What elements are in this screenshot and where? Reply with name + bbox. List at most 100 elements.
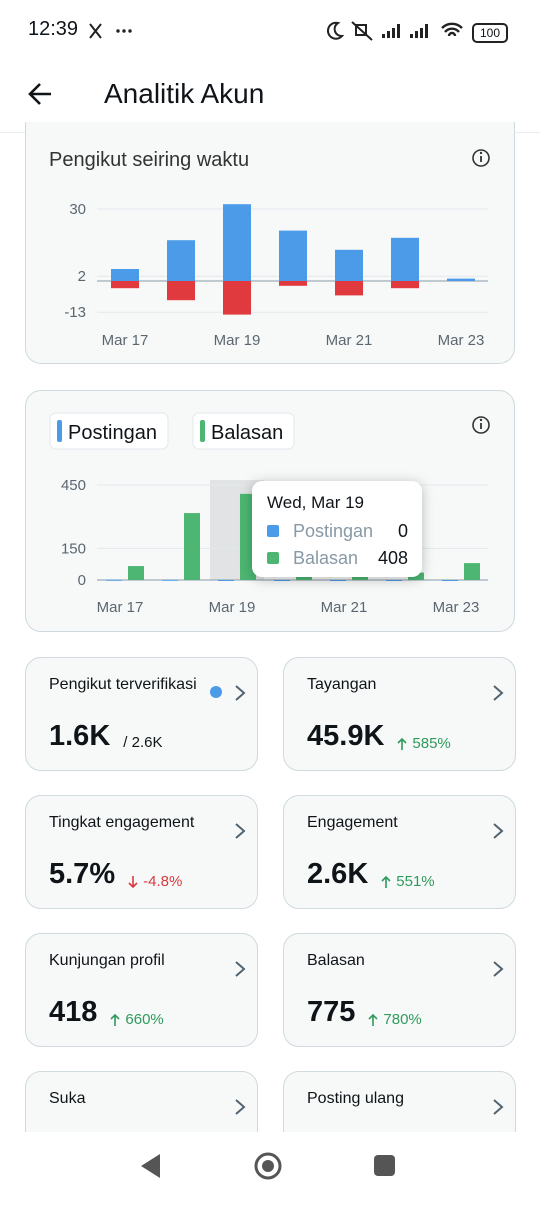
metric-label: Pengikut terverifikasi (49, 676, 197, 693)
metric-label: Tingkat engagement (49, 814, 195, 831)
back-button[interactable] (26, 80, 56, 108)
status-icons-left (89, 23, 132, 39)
legend-label: Postingan (68, 422, 157, 444)
status-time: 12:39 (28, 18, 79, 40)
change-arrow (109, 1013, 121, 1032)
legend-chip[interactable] (192, 412, 295, 450)
metric-value: 418 (49, 996, 98, 1028)
chevron (233, 822, 247, 845)
change-arrow (380, 875, 392, 894)
chevron (233, 1098, 247, 1121)
bar (223, 204, 251, 281)
chevron (491, 684, 505, 707)
metric-label: Balasan (307, 952, 365, 969)
legend-swatch (200, 420, 205, 442)
change-arrow (367, 1013, 379, 1032)
metric-card[interactable]: Balasan 775 780% (283, 933, 516, 1047)
y-tick-label: 150 (61, 540, 86, 557)
metric-card[interactable]: Pengikut terverifikasi 1.6K / 2.6K (25, 657, 258, 771)
metric-change: 585% (412, 735, 451, 752)
metric-card[interactable]: Tingkat engagement 5.7% -4.8% (25, 795, 258, 909)
bar (111, 281, 139, 289)
bar (111, 269, 139, 281)
y-tick-label: 30 (69, 201, 86, 218)
nav-bar (0, 1132, 540, 1200)
nav-icons (141, 1152, 395, 1180)
x-tick-label: Mar 21 (321, 599, 368, 616)
nav-back[interactable] (141, 1154, 160, 1178)
metric-change: -4.8% (143, 873, 183, 890)
bar (408, 572, 424, 580)
change-arrow (396, 737, 408, 756)
x-tick-label: Mar 21 (326, 332, 373, 349)
bar (447, 278, 475, 281)
bar (128, 566, 144, 580)
metric-card[interactable]: Kunjungan profil 418 660% (25, 933, 258, 1047)
metric-card[interactable]: Tayangan 45.9K 585% (283, 657, 516, 771)
nav-recent[interactable] (374, 1155, 395, 1176)
charts: 30 2 -13 Mar 17 Mar 19 Mar 21 Mar 23 450 150 0 Mar… (49, 149, 490, 616)
metric-label: Suka (49, 1090, 86, 1107)
bar (167, 281, 195, 301)
bar (223, 281, 251, 315)
info-icon[interactable] (472, 416, 490, 434)
metric-change: 780% (383, 1011, 422, 1028)
page-title: Analitik Akun (104, 78, 265, 109)
bar (335, 249, 363, 281)
chevron (233, 684, 247, 707)
metric-value: 45.9K (307, 720, 385, 752)
metric-change: 660% (125, 1011, 164, 1028)
tooltip-value: 0 (398, 521, 408, 541)
metric-label: Tayangan (307, 676, 377, 693)
bar (279, 230, 307, 281)
tooltip (252, 481, 422, 577)
tooltip-swatch (267, 525, 279, 537)
x-tick-label: Mar 23 (438, 332, 485, 349)
bar (464, 563, 480, 580)
nav-home[interactable] (254, 1152, 282, 1180)
status-icons-right (327, 21, 463, 41)
metric-value: 5.7% (49, 858, 116, 890)
metric-secondary: / 2.6K (123, 734, 163, 751)
bar (279, 281, 307, 286)
legend-swatch (57, 420, 62, 442)
bar (391, 281, 419, 289)
bar (335, 281, 363, 296)
info-icon[interactable] (472, 149, 490, 167)
metric-label: Kunjungan profil (49, 952, 165, 969)
tooltip-label: Balasan (293, 548, 358, 568)
chevron (491, 960, 505, 983)
chart-title: Pengikut seiring waktu (49, 149, 250, 171)
metric-value: 2.6K (307, 858, 369, 890)
metric-change: 551% (396, 873, 435, 890)
bar (106, 579, 122, 581)
y-tick-label: 0 (78, 572, 86, 589)
battery: 100 (472, 23, 508, 43)
tooltip-value: 408 (378, 548, 408, 568)
bar (330, 580, 346, 581)
followers-card (25, 122, 515, 364)
y-tick-label: 450 (61, 477, 86, 494)
x-tick-label: Mar 17 (102, 332, 149, 349)
tooltip-title: Wed, Mar 19 (267, 493, 364, 512)
verified-badge (210, 686, 222, 698)
bar (391, 237, 419, 281)
bar (162, 579, 178, 581)
metric-card[interactable]: Engagement 2.6K 551% (283, 795, 516, 909)
bar (218, 580, 234, 581)
bar (274, 580, 290, 581)
metric-value: 775 (307, 996, 356, 1028)
x-tick-label: Mar 23 (433, 599, 480, 616)
x-tick-label: Mar 19 (209, 599, 256, 616)
y-tick-label: -13 (64, 304, 86, 321)
x-tick-label: Mar 19 (214, 332, 261, 349)
bar (386, 580, 402, 581)
metric-value: 1.6K (49, 720, 111, 752)
metric-label: Posting ulang (307, 1090, 404, 1107)
legend-chip[interactable] (49, 412, 169, 450)
change-arrow (127, 875, 139, 894)
bar (184, 513, 200, 580)
chevron (491, 1098, 505, 1121)
metric-label: Engagement (307, 814, 398, 831)
